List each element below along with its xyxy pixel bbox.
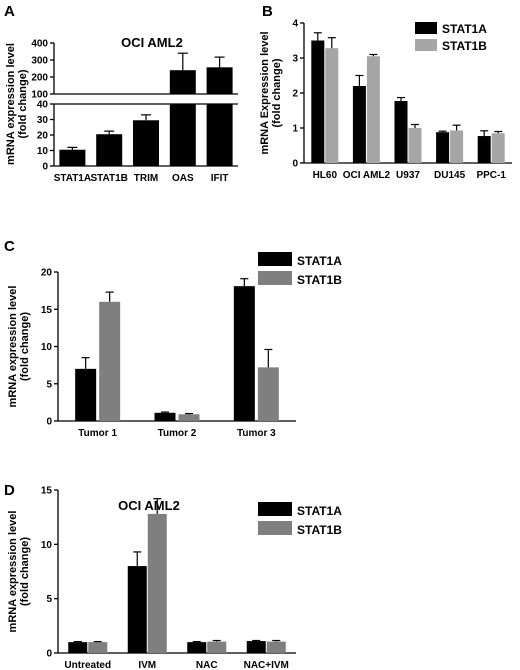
panel-b-letter: B: [262, 3, 273, 20]
panel-c-bar-stat1b: [257, 367, 279, 421]
panel-d-bar-stat1b: [207, 641, 227, 653]
panel-a-x-tick-label: STAT1B: [90, 173, 127, 184]
panel-c-bar-stat1b: [99, 301, 121, 421]
panel-d-y-tick-label: 10: [41, 540, 53, 551]
panel-b-bar-stat1b: [491, 133, 505, 163]
panel-c-y-tick-label: 0: [46, 417, 52, 428]
panel-a-y-label: mRNA expression level(fold change): [5, 43, 29, 165]
panel-d-x-tick-label: NAC: [196, 660, 218, 670]
panel-d-legend-swatch-stat1b: [258, 521, 292, 535]
panel-a-y-tick-label: 0: [42, 162, 48, 173]
panel-a-x-tick-label: IFIT: [211, 173, 229, 184]
panel-c-bar-stat1a: [154, 412, 176, 421]
panel-b-y-tick-label: 3: [292, 54, 298, 65]
panel-b-y-tick-label: 1: [292, 124, 298, 135]
panel-b-y-tick-label: 2: [292, 89, 298, 100]
panel-c-y-tick-label: 5: [46, 379, 52, 390]
panel-b-legend-swatch-stat1b: [415, 39, 437, 51]
panel-a-y-tick-label: 300: [31, 56, 48, 67]
panel-c-y-tick-label: 15: [41, 305, 53, 316]
panel-a-bar-lower: [169, 104, 196, 166]
panel-a-bar-upper: [169, 70, 196, 94]
panel-a-y-tick-label: 40: [37, 100, 49, 111]
panel-a-bar: [59, 149, 86, 166]
panel-d-bar-stat1b: [266, 641, 286, 653]
panel-a-y-tick-label: 100: [31, 90, 48, 101]
panel-c-letter: C: [4, 238, 15, 255]
panel-a-y-tick-label: 200: [31, 73, 48, 84]
panel-a-y-tick-label: 20: [37, 131, 49, 142]
panel-a-x-tick-label: OAS: [172, 173, 194, 184]
panel-b-x-tick-label: PPC-1: [476, 170, 506, 181]
panel-b-legend-label: STAT1A: [442, 22, 487, 36]
panel-c-bar-stat1b: [178, 414, 200, 421]
panel-a-y-tick-label: 30: [37, 115, 49, 126]
panel-b-x-tick-label: OCI AML2: [343, 170, 391, 181]
panel-c-legend-label: STAT1A: [297, 254, 342, 268]
panel-a-bar-lower: [206, 104, 233, 166]
panel-d-x-tick-label: NAC+IVM: [244, 660, 289, 670]
panel-d-bar-stat1a: [127, 566, 147, 653]
panel-c-legend-swatch-stat1a: [258, 252, 292, 266]
panel-c-x-tick-label: Tumor 3: [237, 428, 276, 439]
panel-d-legend-label: STAT1B: [297, 523, 342, 537]
panel-d-y-tick-label: 5: [46, 594, 52, 605]
panel-c-y-label: mRNA expression level(fold change): [7, 286, 31, 408]
panel-c-legend-label: STAT1B: [297, 273, 342, 287]
panel-b-bar-stat1b: [325, 48, 339, 164]
panel-a-x-tick-label: STAT1A: [54, 173, 91, 184]
panel-c-bar-stat1a: [75, 368, 97, 421]
panel-d-x-tick-label: IVM: [138, 660, 156, 670]
panel-b-bar-stat1b: [450, 130, 464, 163]
panel-a-bar: [133, 120, 159, 166]
panel-a-y-tick-label: 400: [31, 39, 48, 50]
panel-c-x-tick-label: Tumor 2: [158, 428, 197, 439]
panel-c-x-tick-label: Tumor 1: [78, 428, 117, 439]
panel-a-letter: A: [4, 3, 15, 20]
panel-b-bar-stat1a: [352, 86, 366, 163]
panel-d-title: OCI AML2: [118, 498, 180, 513]
panel-b-bar-stat1a: [436, 132, 450, 163]
panel-d-y-tick-label: 15: [41, 486, 53, 497]
panel-a-x-tick-label: TRIM: [134, 173, 158, 184]
panel-a-bar-upper: [206, 67, 233, 94]
panel-d-bar-stat1a: [187, 642, 207, 653]
panel-d-letter: D: [4, 482, 15, 499]
panel-d-y-label: mRNA expression level(fold change): [7, 511, 31, 633]
panel-b-x-tick-label: HL60: [313, 170, 338, 181]
panel-c-y-tick-label: 10: [41, 342, 53, 353]
panel-b-legend-label: STAT1B: [442, 39, 487, 53]
panel-b-y-tick-label: 0: [292, 159, 298, 170]
panel-b-bar-stat1a: [477, 136, 491, 163]
panel-d-bar-stat1a: [246, 641, 266, 653]
panel-b-x-tick-label: DU145: [434, 170, 466, 181]
panel-b-x-tick-label: U937: [396, 170, 420, 181]
panel-b-y-tick-label: 4: [292, 19, 298, 30]
panel-d-y-tick-label: 0: [46, 649, 52, 660]
panel-a-y-tick-label: 10: [37, 146, 49, 157]
panel-b-bar-stat1b: [408, 128, 422, 163]
panel-b-legend-swatch-stat1a: [415, 22, 437, 34]
panel-d-legend-swatch-stat1a: [258, 502, 292, 516]
panel-b-bar-stat1b: [366, 56, 380, 163]
panel-d-x-tick-label: Untreated: [64, 660, 111, 670]
panel-d-bar-stat1b: [147, 513, 167, 653]
panel-a-bar: [96, 134, 123, 166]
panel-b-bar-stat1a: [311, 40, 325, 163]
panel-d-bar-stat1b: [88, 642, 108, 653]
panel-b-y-label: mRNA Expression level(fold change): [259, 31, 283, 154]
panel-c-y-tick-label: 20: [41, 268, 53, 279]
panel-c-bar-stat1a: [233, 286, 255, 421]
panel-b-bar-stat1a: [394, 101, 408, 163]
panel-c-legend-swatch-stat1b: [258, 271, 292, 285]
panel-d-legend-label: STAT1A: [297, 504, 342, 518]
panel-a-title: OCI AML2: [121, 35, 183, 50]
panel-d-bar-stat1a: [68, 642, 88, 653]
